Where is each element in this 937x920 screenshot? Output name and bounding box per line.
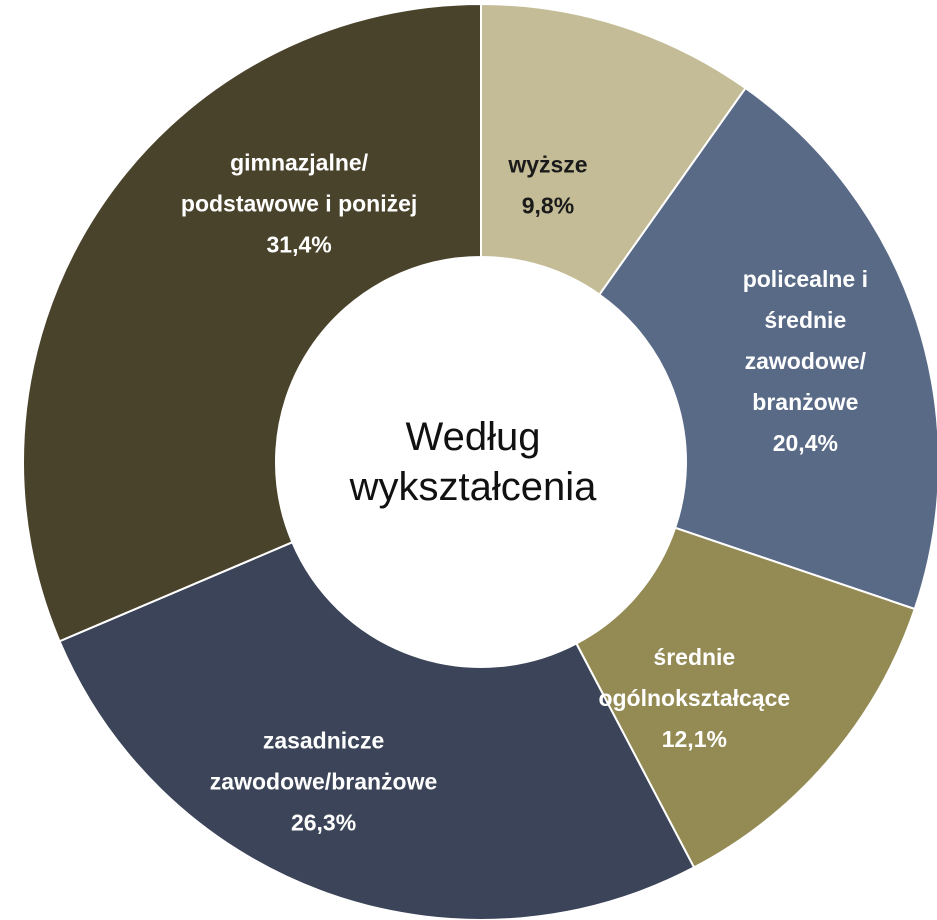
center-label: Według wykształcenia — [349, 415, 598, 509]
slice — [575, 526, 917, 869]
value-label: 31,4% — [266, 232, 331, 258]
slice — [480, 2, 747, 297]
slice-label: zasadnicze zawodowe/branżowe — [210, 727, 437, 794]
value-label: 20,4% — [773, 430, 838, 456]
value-label: 26,3% — [291, 809, 356, 835]
value-label: 12,1% — [662, 726, 727, 752]
value-label: 9,8% — [522, 193, 574, 219]
slice — [22, 2, 482, 643]
slice-label: średnie ogólnokształcące — [598, 644, 790, 711]
slice — [598, 86, 937, 611]
slice-label: policealne i średnie zawodowe/branżowe — [743, 266, 868, 415]
slice-label: gimnazjalne/podstawowe i poniżej — [181, 150, 417, 217]
slice-label: wyższe — [507, 152, 587, 178]
